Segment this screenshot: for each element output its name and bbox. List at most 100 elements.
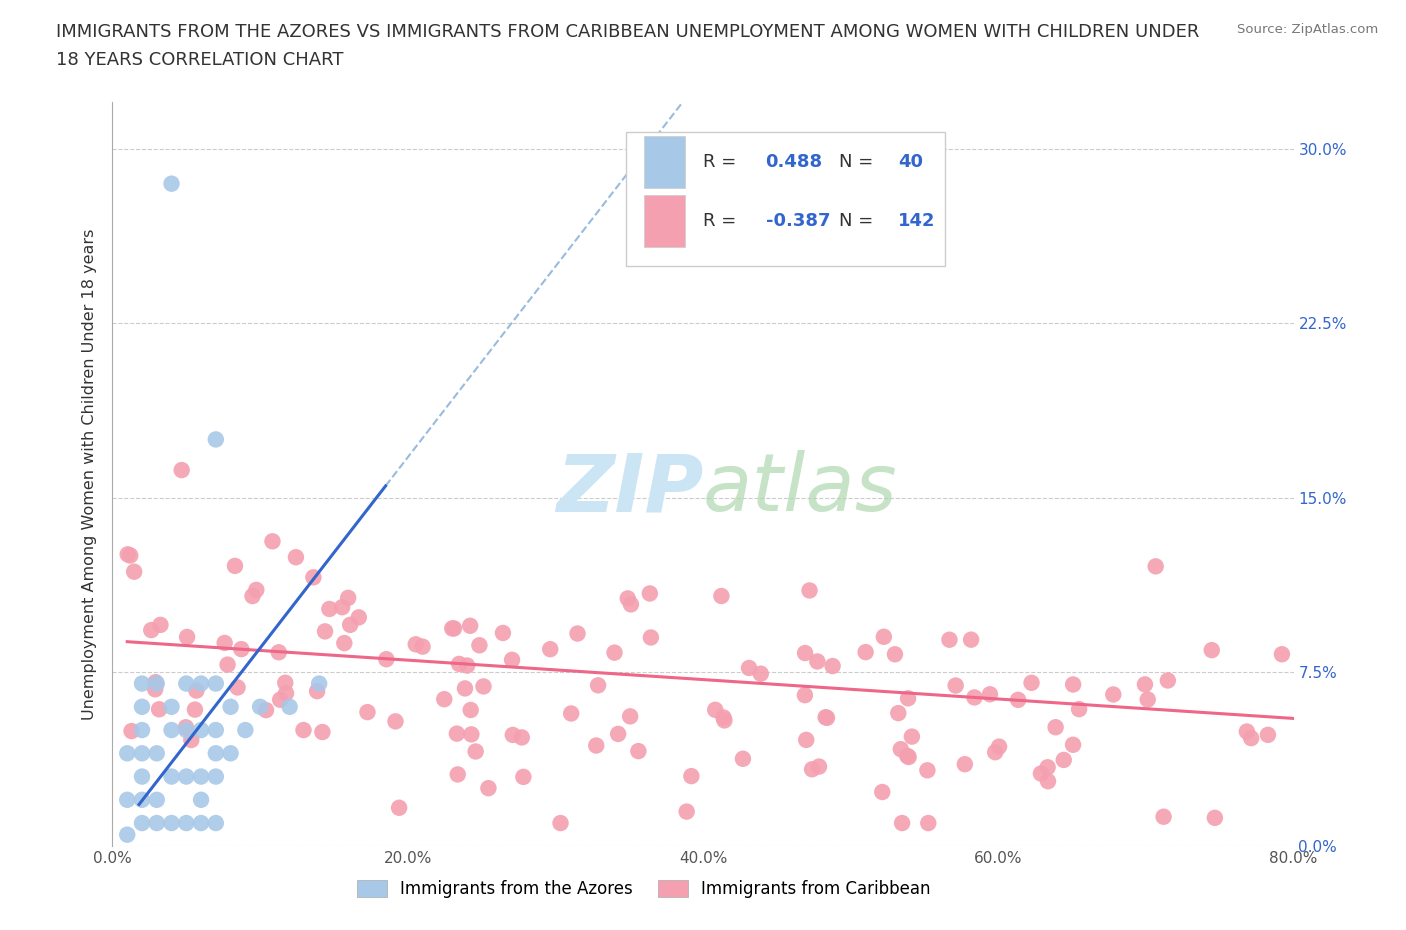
- Point: [460, 727, 482, 742]
- Point: [174, 676, 197, 691]
- Point: [121, 724, 143, 738]
- Point: [190, 792, 212, 807]
- Point: [405, 637, 427, 652]
- Point: [318, 602, 340, 617]
- Point: [254, 703, 277, 718]
- Text: 40: 40: [898, 153, 922, 171]
- Point: [141, 623, 163, 638]
- Point: [274, 685, 297, 700]
- Point: [219, 699, 242, 714]
- Point: [214, 635, 236, 650]
- Point: [131, 769, 153, 784]
- Point: [146, 676, 169, 691]
- Point: [131, 816, 153, 830]
- Point: [131, 699, 153, 714]
- Point: [146, 792, 169, 807]
- Point: [538, 642, 561, 657]
- Point: [814, 710, 837, 724]
- Point: [131, 792, 153, 807]
- Point: [872, 785, 894, 800]
- Point: [190, 676, 212, 691]
- Point: [1133, 677, 1156, 692]
- Point: [1062, 677, 1084, 692]
- Point: [675, 804, 697, 819]
- Point: [607, 726, 630, 741]
- Point: [815, 711, 838, 725]
- Point: [224, 558, 246, 573]
- Point: [384, 714, 406, 729]
- Point: [620, 597, 643, 612]
- Point: [302, 570, 325, 585]
- Point: [174, 769, 197, 784]
- Point: [308, 676, 330, 691]
- Point: [988, 739, 1011, 754]
- Point: [1053, 752, 1076, 767]
- Point: [284, 550, 307, 565]
- Point: [148, 702, 170, 717]
- Point: [245, 582, 267, 597]
- Point: [174, 816, 197, 830]
- Point: [176, 630, 198, 644]
- Point: [510, 730, 533, 745]
- Point: [891, 816, 914, 830]
- Point: [131, 723, 153, 737]
- Point: [231, 642, 253, 657]
- Point: [887, 706, 910, 721]
- Point: [339, 618, 361, 632]
- Point: [145, 675, 167, 690]
- Point: [217, 658, 239, 672]
- Point: [186, 684, 208, 698]
- Point: [502, 727, 524, 742]
- Point: [1062, 737, 1084, 752]
- Point: [460, 702, 482, 717]
- Point: [884, 647, 907, 662]
- Text: -0.387: -0.387: [766, 212, 830, 231]
- Point: [738, 660, 761, 675]
- Point: [120, 548, 142, 563]
- FancyBboxPatch shape: [644, 195, 685, 247]
- Point: [1271, 646, 1294, 661]
- Point: [337, 591, 360, 605]
- Point: [449, 657, 471, 671]
- Point: [638, 586, 661, 601]
- Point: [447, 767, 470, 782]
- Point: [917, 816, 939, 830]
- Point: [586, 678, 609, 693]
- Point: [330, 600, 353, 615]
- Point: [468, 638, 491, 653]
- Point: [375, 652, 398, 667]
- Point: [160, 177, 183, 192]
- Point: [567, 626, 589, 641]
- Point: [464, 744, 486, 759]
- Point: [1045, 720, 1067, 735]
- Point: [190, 769, 212, 784]
- Point: [242, 589, 264, 604]
- Point: [808, 759, 831, 774]
- Point: [1240, 731, 1263, 746]
- Text: atlas: atlas: [703, 450, 898, 528]
- Point: [806, 654, 828, 669]
- Text: N =: N =: [839, 212, 879, 231]
- Point: [945, 678, 967, 693]
- Point: [205, 746, 228, 761]
- Point: [443, 621, 465, 636]
- Point: [160, 723, 183, 737]
- Point: [274, 675, 297, 690]
- Point: [855, 644, 877, 659]
- Point: [890, 742, 912, 757]
- Point: [794, 733, 817, 748]
- Text: 142: 142: [898, 212, 935, 231]
- Point: [603, 645, 626, 660]
- Point: [1236, 724, 1258, 739]
- Point: [117, 746, 138, 761]
- Point: [1136, 692, 1159, 707]
- Point: [262, 534, 284, 549]
- Point: [1021, 675, 1043, 690]
- Point: [979, 687, 1001, 702]
- Point: [560, 706, 582, 721]
- FancyBboxPatch shape: [626, 132, 945, 266]
- Point: [821, 658, 844, 673]
- Point: [278, 699, 301, 714]
- Point: [960, 632, 983, 647]
- Point: [205, 816, 228, 830]
